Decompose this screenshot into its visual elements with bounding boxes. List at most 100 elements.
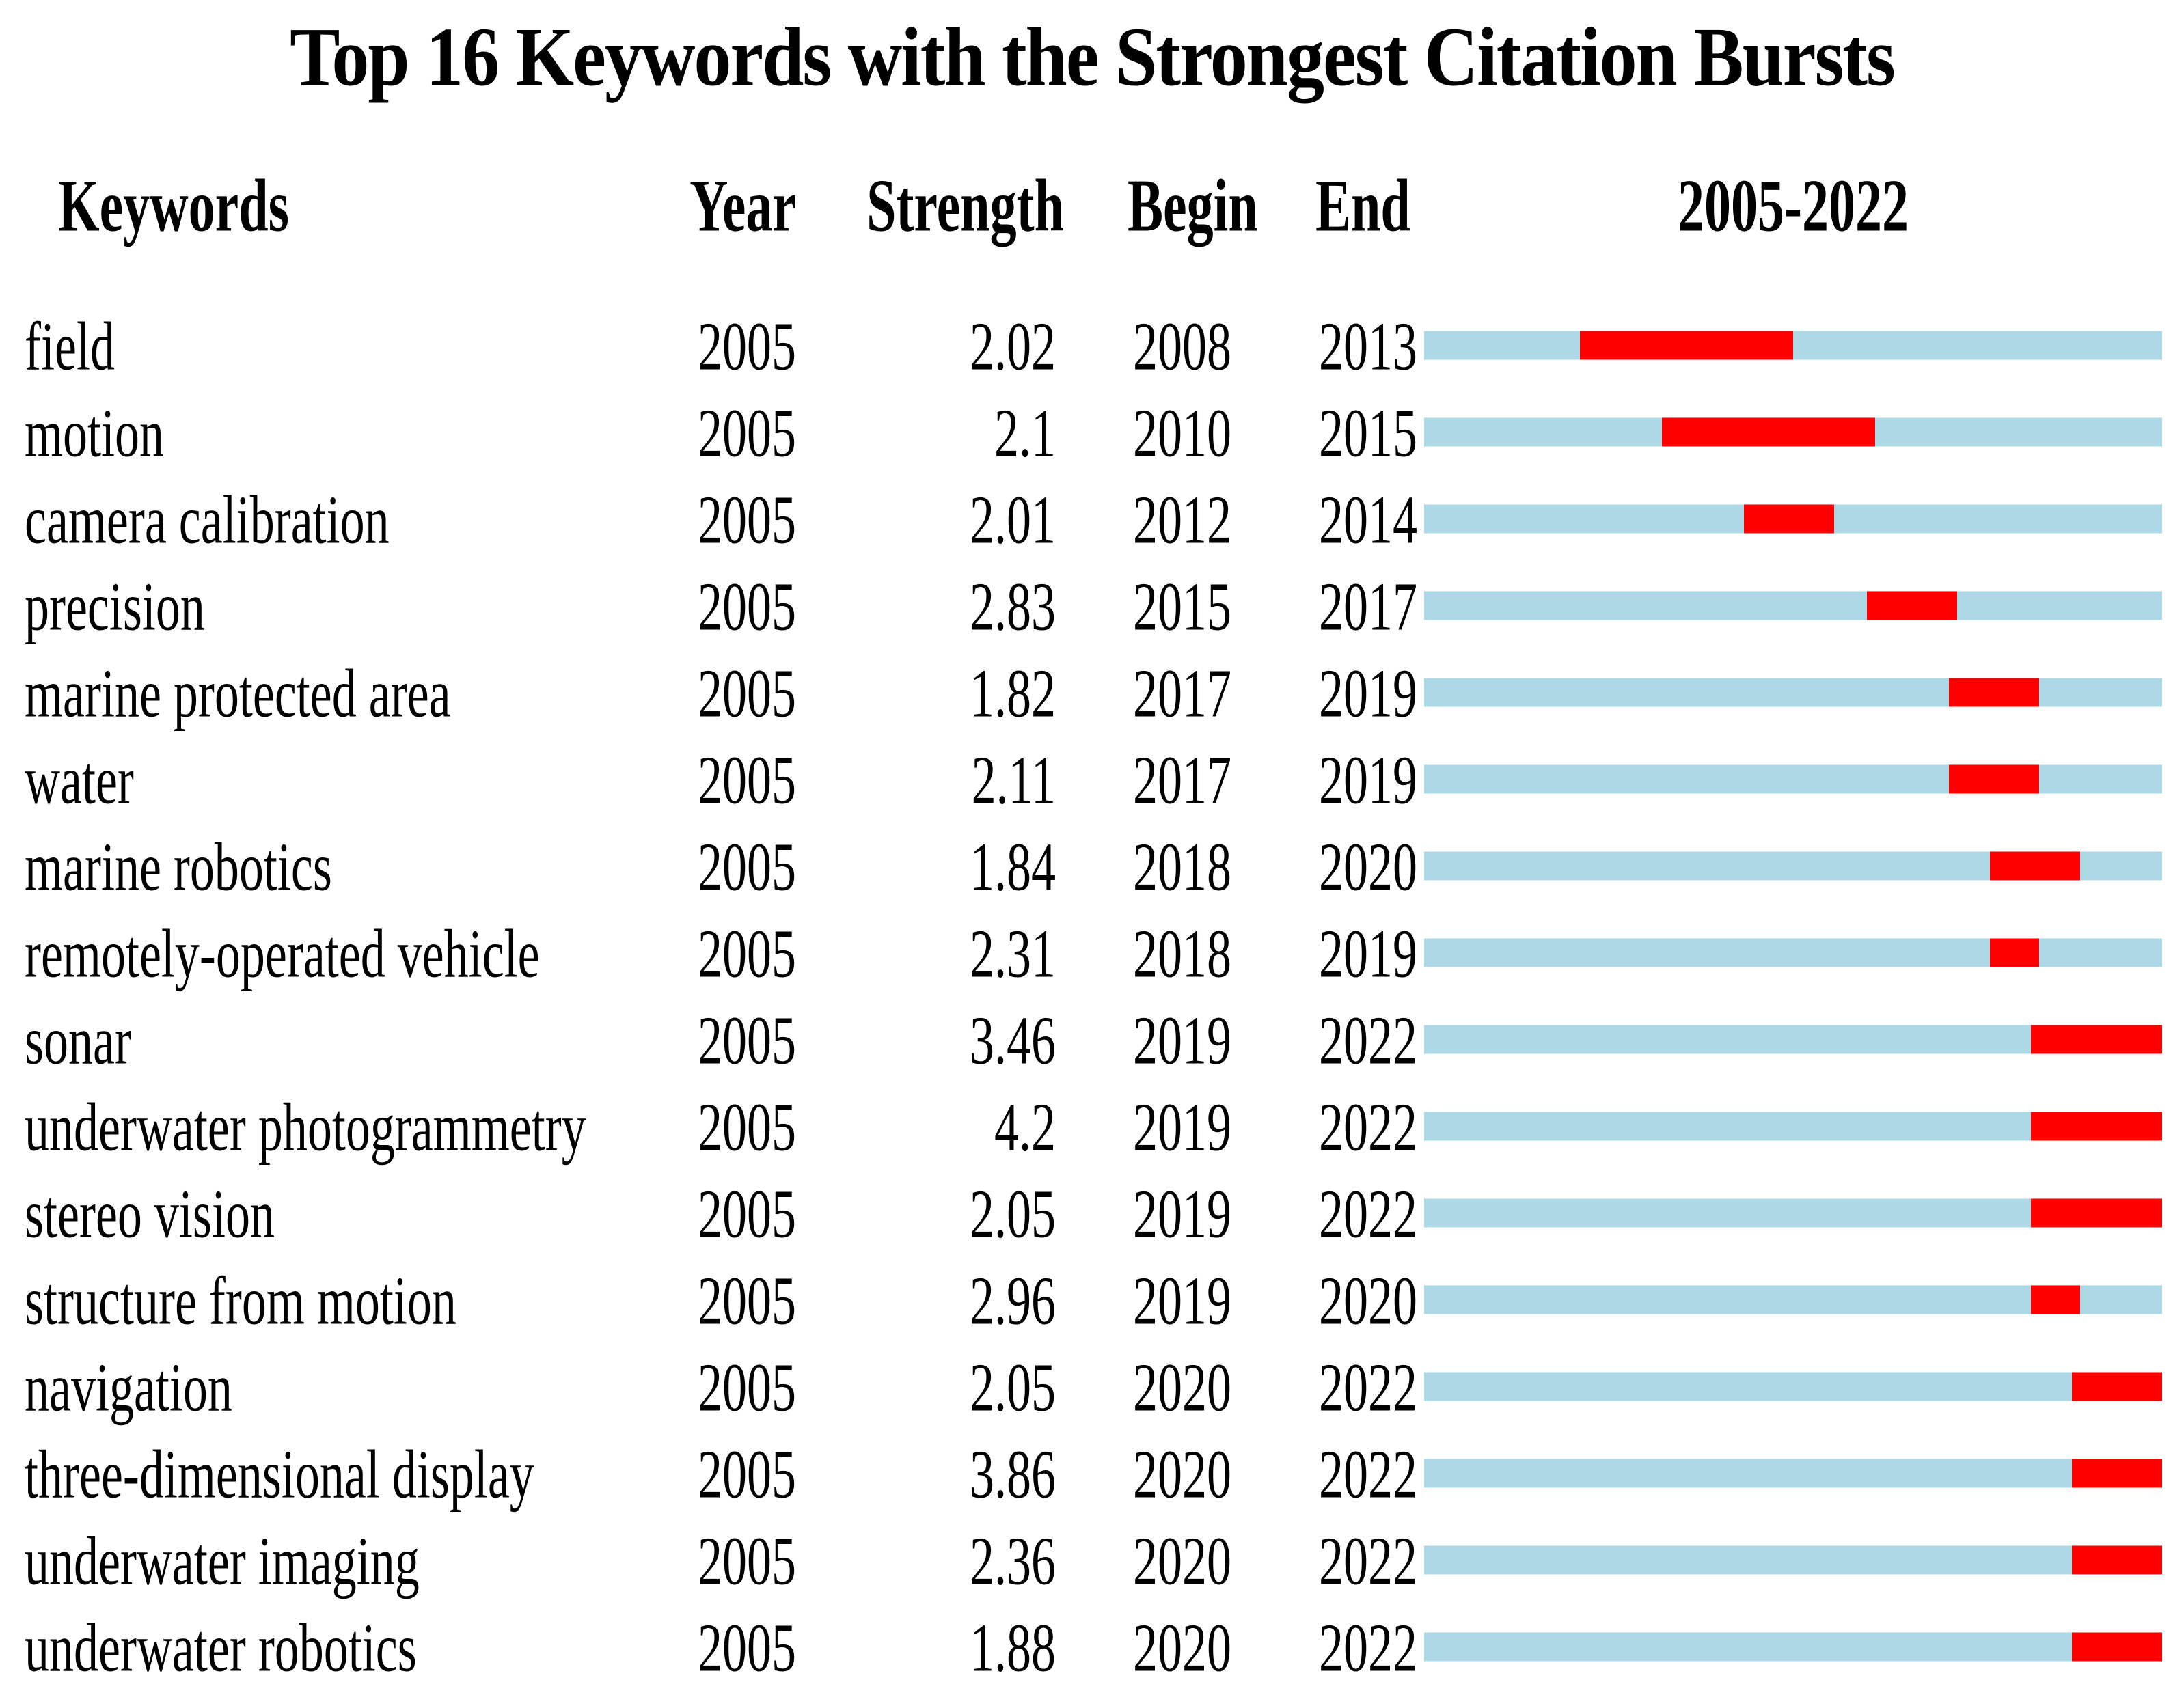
year-cell-text: 2005 [698, 568, 796, 645]
begin-cell-text: 2008 [1133, 307, 1231, 385]
year-cell-text: 2005 [698, 828, 796, 905]
begin-cell-text: 2018 [1133, 828, 1231, 905]
strength-cell: 4.2 [851, 1084, 1056, 1171]
year-cell-text: 2005 [698, 1522, 796, 1599]
year-cell-text: 2005 [698, 481, 796, 558]
strength-cell: 2.05 [851, 1171, 1056, 1258]
table-row: underwater robotics 2005 1.88 2020 2022 [0, 1605, 2184, 1692]
burst-segment [2072, 1631, 2162, 1661]
page-title: Top 16 Keywords with the Strongest Citat… [0, 5, 2184, 108]
begin-cell: 2012 [1133, 477, 1297, 564]
end-cell: 2022 [1319, 1431, 1483, 1518]
begin-cell: 2019 [1133, 1171, 1297, 1258]
begin-cell: 2008 [1133, 303, 1297, 390]
begin-cell-text: 2019 [1133, 1002, 1231, 1079]
keyword-cell-text: sonar [25, 1002, 131, 1079]
end-cell: 2022 [1319, 1171, 1483, 1258]
end-cell-text: 2022 [1319, 1002, 1417, 1079]
end-cell: 2019 [1319, 737, 1483, 824]
begin-cell: 2017 [1133, 737, 1297, 824]
year-cell-text: 2005 [698, 307, 796, 385]
end-cell: 2014 [1319, 477, 1483, 564]
col-header-keywords: Keywords [58, 163, 289, 247]
year-cell: 2005 [659, 650, 796, 737]
strength-cell: 2.11 [851, 737, 1056, 824]
year-cell-text: 2005 [698, 1349, 796, 1426]
begin-cell: 2010 [1133, 390, 1297, 477]
year-cell-text: 2005 [698, 1262, 796, 1339]
end-cell-text: 2022 [1319, 1609, 1417, 1686]
timeline-track [1424, 590, 2162, 620]
strength-cell: 2.36 [851, 1518, 1056, 1605]
burst-segment [1580, 330, 1793, 359]
keyword-cell-text: motion [25, 394, 165, 471]
keyword-cell-text: water [25, 741, 134, 818]
year-cell-text: 2005 [698, 1002, 796, 1079]
begin-cell: 2015 [1133, 564, 1297, 650]
keyword-cell: underwater robotics [25, 1605, 810, 1692]
begin-cell: 2019 [1133, 997, 1297, 1084]
end-cell: 2013 [1319, 303, 1483, 390]
end-cell-text: 2022 [1319, 1435, 1417, 1513]
table-row: stereo vision 2005 2.05 2019 2022 [0, 1171, 2184, 1258]
year-cell-text: 2005 [698, 654, 796, 732]
table-row: field 2005 2.02 2008 2013 [0, 303, 2184, 390]
timeline-track [1424, 504, 2162, 533]
burst-segment [2072, 1371, 2162, 1401]
col-header-end: End [1315, 163, 1410, 247]
table-row: underwater photogrammetry 2005 4.2 2019 2022 [0, 1084, 2184, 1171]
strength-cell: 2.05 [851, 1345, 1056, 1431]
year-cell: 2005 [659, 1431, 796, 1518]
year-cell-text: 2005 [698, 1609, 796, 1686]
strength-cell-text: 1.84 [970, 828, 1056, 905]
begin-cell-text: 2012 [1133, 481, 1231, 558]
strength-cell: 3.46 [851, 997, 1056, 1084]
burst-segment [2072, 1545, 2162, 1574]
begin-cell-text: 2019 [1133, 1262, 1231, 1339]
table-row: camera calibration 2005 2.01 2012 2014 [0, 477, 2184, 564]
keyword-cell-text: marine robotics [25, 828, 332, 905]
year-cell-text: 2005 [698, 915, 796, 992]
strength-cell: 2.1 [851, 390, 1056, 477]
keyword-cell-text: navigation [25, 1349, 232, 1426]
keyword-cell: underwater imaging [25, 1518, 810, 1605]
strength-cell: 3.86 [851, 1431, 1056, 1518]
year-cell: 2005 [659, 390, 796, 477]
end-cell: 2022 [1319, 1084, 1483, 1171]
timeline-track [1424, 1024, 2162, 1053]
strength-cell-text: 2.11 [971, 741, 1056, 818]
year-cell: 2005 [659, 303, 796, 390]
year-cell: 2005 [659, 737, 796, 824]
keyword-cell-text: remotely-operated vehicle [25, 915, 540, 992]
strength-cell: 2.31 [851, 911, 1056, 997]
timeline-track [1424, 1111, 2162, 1140]
burst-segment [1990, 937, 2039, 967]
begin-cell: 2018 [1133, 911, 1297, 997]
year-cell-text: 2005 [698, 741, 796, 818]
end-cell: 2017 [1319, 564, 1483, 650]
timeline-track [1424, 1198, 2162, 1227]
end-cell-text: 2022 [1319, 1349, 1417, 1426]
end-cell-text: 2022 [1319, 1522, 1417, 1599]
year-cell-text: 2005 [698, 394, 796, 471]
timeline-track [1424, 1458, 2162, 1487]
keyword-cell-text: three-dimensional display [25, 1435, 534, 1513]
keyword-cell-text: underwater robotics [25, 1609, 417, 1686]
strength-cell-text: 2.31 [970, 915, 1056, 992]
year-cell: 2005 [659, 911, 796, 997]
table-row: marine robotics 2005 1.84 2018 2020 [0, 824, 2184, 911]
timeline-track [1424, 1545, 2162, 1574]
keyword-cell: sonar [25, 997, 810, 1084]
strength-cell: 2.96 [851, 1258, 1056, 1345]
strength-cell-text: 2.36 [970, 1522, 1056, 1599]
burst-segment [2031, 1198, 2162, 1227]
keyword-cell: field [25, 303, 810, 390]
timeline-track [1424, 1631, 2162, 1661]
col-header-begin: Begin [1128, 163, 1258, 247]
year-cell: 2005 [659, 1084, 796, 1171]
begin-cell-text: 2017 [1133, 654, 1231, 732]
strength-cell-text: 2.1 [994, 394, 1056, 471]
year-cell: 2005 [659, 1345, 796, 1431]
begin-cell-text: 2020 [1133, 1522, 1231, 1599]
